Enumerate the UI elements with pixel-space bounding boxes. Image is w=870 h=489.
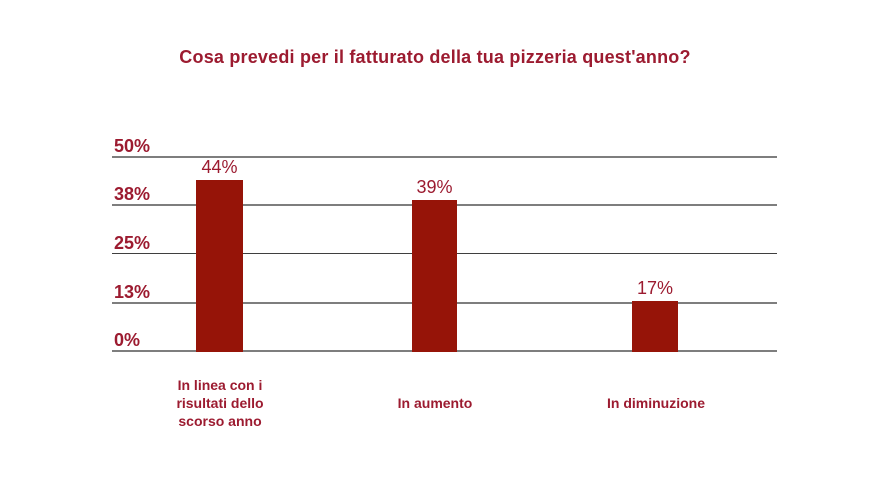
bar bbox=[632, 301, 678, 352]
y-tick-label: 13% bbox=[114, 282, 151, 302]
bar-value-label: 17% bbox=[636, 278, 674, 299]
y-tick-label: 38% bbox=[114, 184, 151, 204]
bar-group: 39% bbox=[412, 157, 457, 352]
bar bbox=[196, 180, 243, 352]
bar-value-label: 39% bbox=[416, 176, 453, 197]
plot-area: 50% 38% 25% 13% 0% 44% 39% 17% bbox=[112, 136, 777, 352]
category-label: In aumento bbox=[397, 395, 473, 411]
gridline-50 bbox=[112, 156, 777, 158]
y-tick-label: 0% bbox=[114, 330, 141, 350]
category-label: In diminuzione bbox=[607, 395, 705, 411]
bar bbox=[412, 199, 457, 352]
bar-group: 17% bbox=[632, 157, 678, 352]
bar-group: 44% bbox=[196, 157, 243, 352]
chart-title: Cosa prevedi per il fatturato della tua … bbox=[179, 47, 691, 67]
y-tick-label: 50% bbox=[114, 136, 151, 156]
bar-value-label: 44% bbox=[201, 157, 238, 178]
y-tick-label: 25% bbox=[114, 233, 151, 253]
category-label: In linea con i risultati dello scorso an… bbox=[176, 377, 264, 429]
